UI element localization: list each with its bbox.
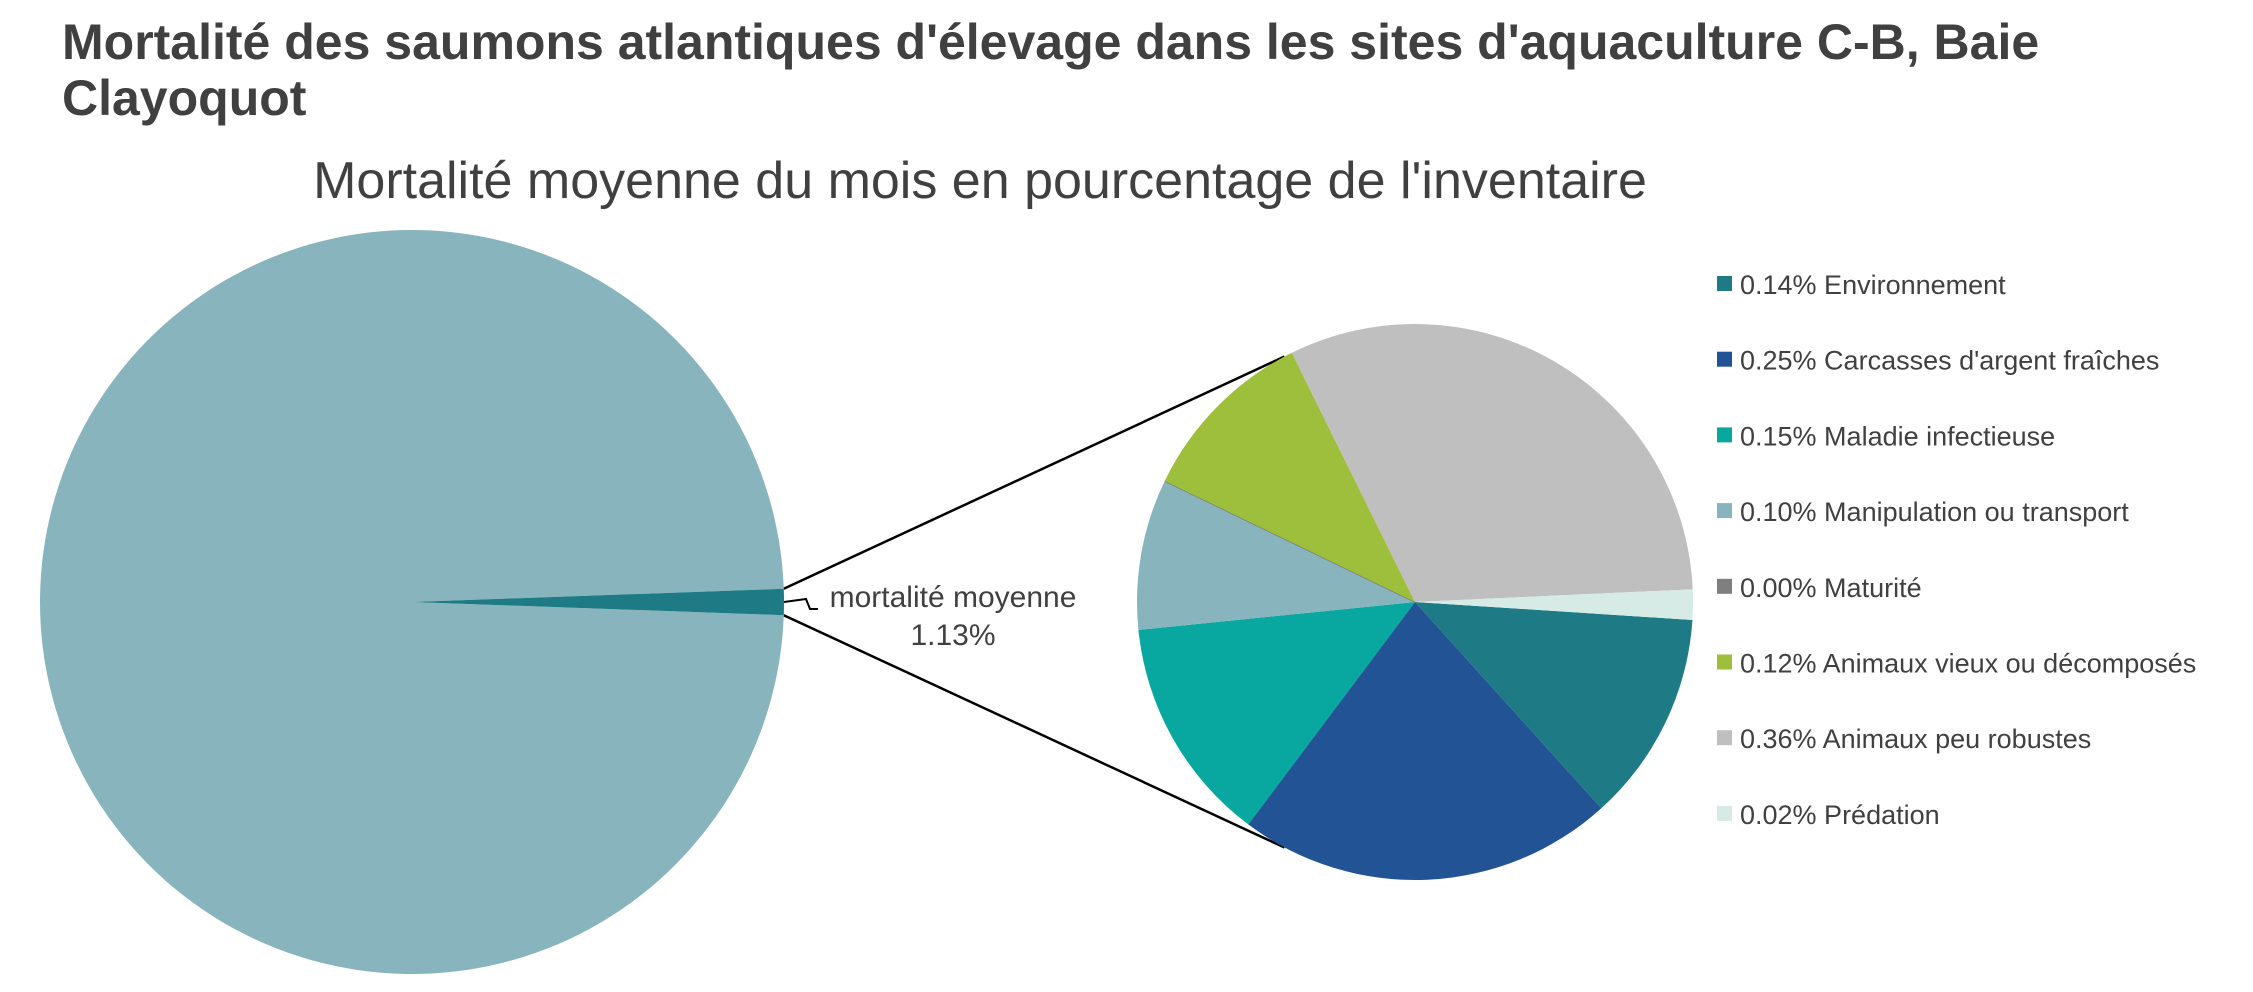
legend-item: 0.00% Maturité	[1717, 573, 1922, 603]
legend-label: 0.02% Prédation	[1740, 800, 1940, 830]
legend-label: 0.25% Carcasses d'argent fraîches	[1740, 346, 2159, 376]
legend-item: 0.15% Maladie infectieuse	[1717, 421, 2055, 451]
callout: mortalité moyenne 1.13%	[783, 581, 1077, 652]
legend-swatch	[1717, 427, 1732, 443]
legend-item: 0.14% Environnement	[1717, 270, 2006, 300]
callout-leader-line	[783, 597, 818, 610]
detail-pie-slice-4	[1137, 480, 1415, 630]
legend: 0.14% Environnement 0.25% Carcasses d'arg…	[1717, 270, 2196, 830]
legend-label: 0.00% Maturité	[1740, 573, 1922, 603]
legend-label: 0.14% Environnement	[1740, 270, 2006, 300]
connector-line-bottom	[783, 614, 1286, 849]
detail-pie	[1137, 323, 1693, 881]
detail-pie-slice-1	[1415, 602, 1693, 809]
legend-label: 0.12% Animaux vieux ou décomposés	[1740, 649, 2196, 679]
legend-item: 0.12% Animaux vieux ou décomposés	[1717, 649, 2196, 679]
chart-subtitle: Mortalité moyenne du mois en pourcentage…	[313, 152, 1647, 210]
detail-pie-slice-2	[1248, 602, 1602, 881]
legend-swatch	[1717, 578, 1732, 594]
legend-label: 0.15% Maladie infectieuse	[1740, 421, 2055, 451]
legend-label: 0.10% Manipulation ou transport	[1740, 497, 2129, 527]
legend-swatch	[1717, 276, 1732, 291]
detail-pie-slice-8	[1415, 589, 1693, 620]
connector-lines	[783, 355, 1286, 849]
callout-value: 1.13%	[910, 619, 995, 652]
detail-pie-slice-3	[1138, 602, 1415, 825]
connector-line-top	[783, 355, 1286, 590]
main-pie-slice-mortality	[412, 588, 784, 616]
legend-swatch	[1717, 730, 1732, 746]
legend-item: 0.25% Carcasses d'argent fraîches	[1717, 346, 2159, 376]
main-pie-slice-remainder	[40, 229, 784, 975]
detail-pie-slice-6	[1164, 352, 1415, 602]
main-pie	[40, 229, 784, 975]
callout-label: mortalité moyenne	[830, 581, 1077, 614]
legend-item: 0.10% Manipulation ou transport	[1717, 497, 2129, 527]
chart-title: Mortalité des saumons atlantiques d'élev…	[62, 14, 2040, 126]
detail-pie-slice-7	[1291, 323, 1693, 602]
legend-swatch	[1717, 351, 1732, 367]
legend-swatch	[1717, 654, 1732, 670]
legend-label: 0.36% Animaux peu robustes	[1740, 724, 2091, 754]
legend-swatch	[1717, 805, 1732, 821]
legend-item: 0.36% Animaux peu robustes	[1717, 724, 2091, 754]
legend-swatch	[1717, 503, 1732, 519]
legend-item: 0.02% Prédation	[1717, 800, 1940, 830]
